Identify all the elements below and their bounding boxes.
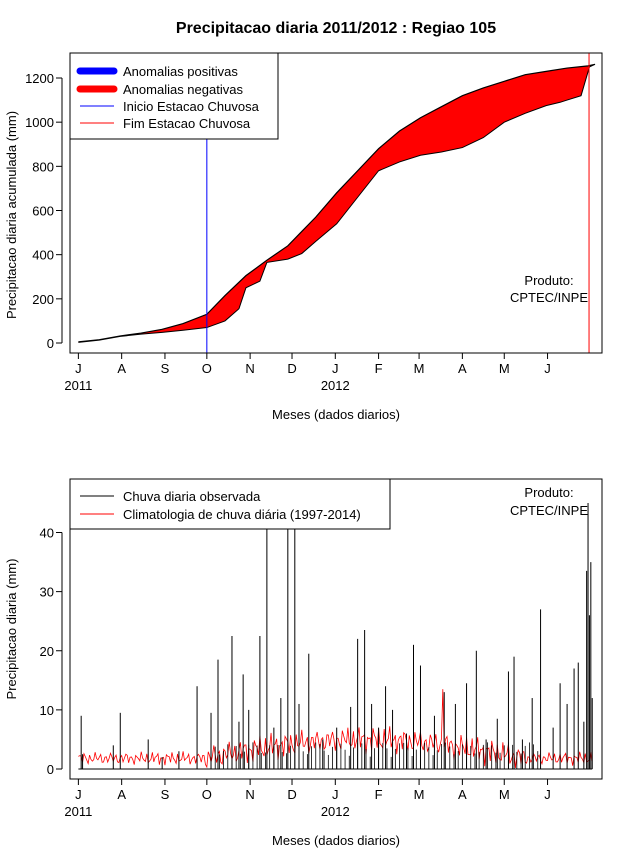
bottom-x-axis: J A S O N D J F M A M J 2011 2012: [64, 778, 551, 819]
top-y-axis-label: Precipitacao diaria acumulada (mm): [4, 111, 19, 319]
top-x-axis: J A S O N D J F M A M J 2011 2012: [64, 352, 551, 393]
bottom-x-tick-label: A: [117, 787, 126, 802]
top-x-tick-label: A: [458, 361, 467, 376]
legend-label-anomalias-positivas: Anomalias positivas: [123, 64, 238, 79]
climatology-accumulated-line: [78, 63, 596, 343]
bottom-year-label: 2012: [321, 804, 350, 819]
top-y-tick-label: 400: [32, 248, 54, 263]
top-legend: Anomalias positivas Anomalias negativas …: [69, 52, 279, 140]
top-year-label: 2011: [64, 378, 92, 393]
bottom-x-tick-label: J: [332, 787, 339, 802]
bottom-y-tick-label: 40: [40, 526, 54, 541]
top-x-tick-label: N: [245, 361, 254, 376]
top-x-tick-label: O: [202, 361, 212, 376]
legend-label-chuva-observada: Chuva diaria observada: [123, 489, 261, 504]
bottom-y-tick-label: 0: [47, 762, 54, 777]
bottom-x-tick-label: A: [458, 787, 467, 802]
bottom-x-tick-label: F: [375, 787, 383, 802]
top-y-tick-label: 0: [47, 336, 54, 351]
bottom-legend-box: [69, 478, 391, 530]
top-x-tick-label: D: [287, 361, 296, 376]
bottom-annotation-line2: CPTEC/INPE: [510, 503, 588, 518]
bottom-x-tick-label: J: [544, 787, 551, 802]
accumulated-area-series: [78, 53, 596, 353]
bottom-x-axis-label: Meses (dados diarios): [272, 833, 400, 848]
bottom-x-tick-label: O: [202, 787, 212, 802]
bottom-y-tick-label: 10: [40, 703, 54, 718]
observed-accumulated-line: [78, 63, 596, 343]
legend-label-inicio-estacao: Inicio Estacao Chuvosa: [123, 99, 260, 114]
top-x-tick-label: M: [414, 361, 425, 376]
top-x-tick-label: J: [544, 361, 551, 376]
bottom-x-tick-label: S: [161, 787, 170, 802]
bottom-year-label: 2011: [64, 804, 92, 819]
chart-title: Precipitacao diaria 2011/2012 : Regiao 1…: [176, 20, 496, 37]
bottom-x-tick-label: M: [499, 787, 510, 802]
daily-rain-series: [78, 502, 593, 770]
bottom-y-axis-label: Precipitacao diaria (mm): [4, 559, 19, 700]
bottom-x-tick-label: J: [75, 787, 82, 802]
top-y-tick-label: 1000: [25, 115, 54, 130]
top-x-tick-label: A: [117, 361, 126, 376]
top-y-tick-label: 800: [32, 159, 54, 174]
top-legend-box: [69, 52, 279, 140]
top-x-axis-label: Meses (dados diarios): [272, 407, 400, 422]
bottom-legend: Chuva diaria observada Climatologia de c…: [69, 478, 391, 530]
top-x-tick-label: F: [375, 361, 383, 376]
legend-label-anomalias-negativas: Anomalias negativas: [123, 82, 243, 97]
top-y-axis: 0 200 400 600 800 1000 1200: [25, 71, 63, 351]
bottom-y-tick-label: 30: [40, 585, 54, 600]
top-x-tick-label: J: [332, 361, 339, 376]
bottom-x-tick-label: D: [287, 787, 296, 802]
top-x-tick-label: J: [75, 361, 82, 376]
top-annotation-line2: CPTEC/INPE: [510, 290, 588, 305]
top-year-label: 2012: [321, 378, 350, 393]
top-y-tick-label: 1200: [25, 71, 54, 86]
bottom-x-tick-label: N: [245, 787, 254, 802]
top-x-tick-label: S: [161, 361, 170, 376]
bottom-y-tick-label: 20: [40, 644, 54, 659]
negative-anomaly-area: [78, 64, 596, 343]
bottom-x-tick-label: M: [414, 787, 425, 802]
top-plot-area: [69, 52, 603, 354]
top-annotation-line1: Produto:: [524, 273, 573, 288]
legend-label-climatologia: Climatologia de chuva diária (1997-2014): [123, 507, 361, 522]
top-y-tick-label: 200: [32, 292, 54, 307]
bottom-annotation-line1: Produto:: [524, 485, 573, 500]
climatology-daily-line: [78, 689, 593, 769]
top-x-tick-label: M: [499, 361, 510, 376]
top-y-tick-label: 600: [32, 204, 54, 219]
bottom-y-axis: 0 10 20 30 40: [40, 526, 63, 777]
legend-label-fim-estacao: Fim Estacao Chuvosa: [123, 116, 251, 131]
